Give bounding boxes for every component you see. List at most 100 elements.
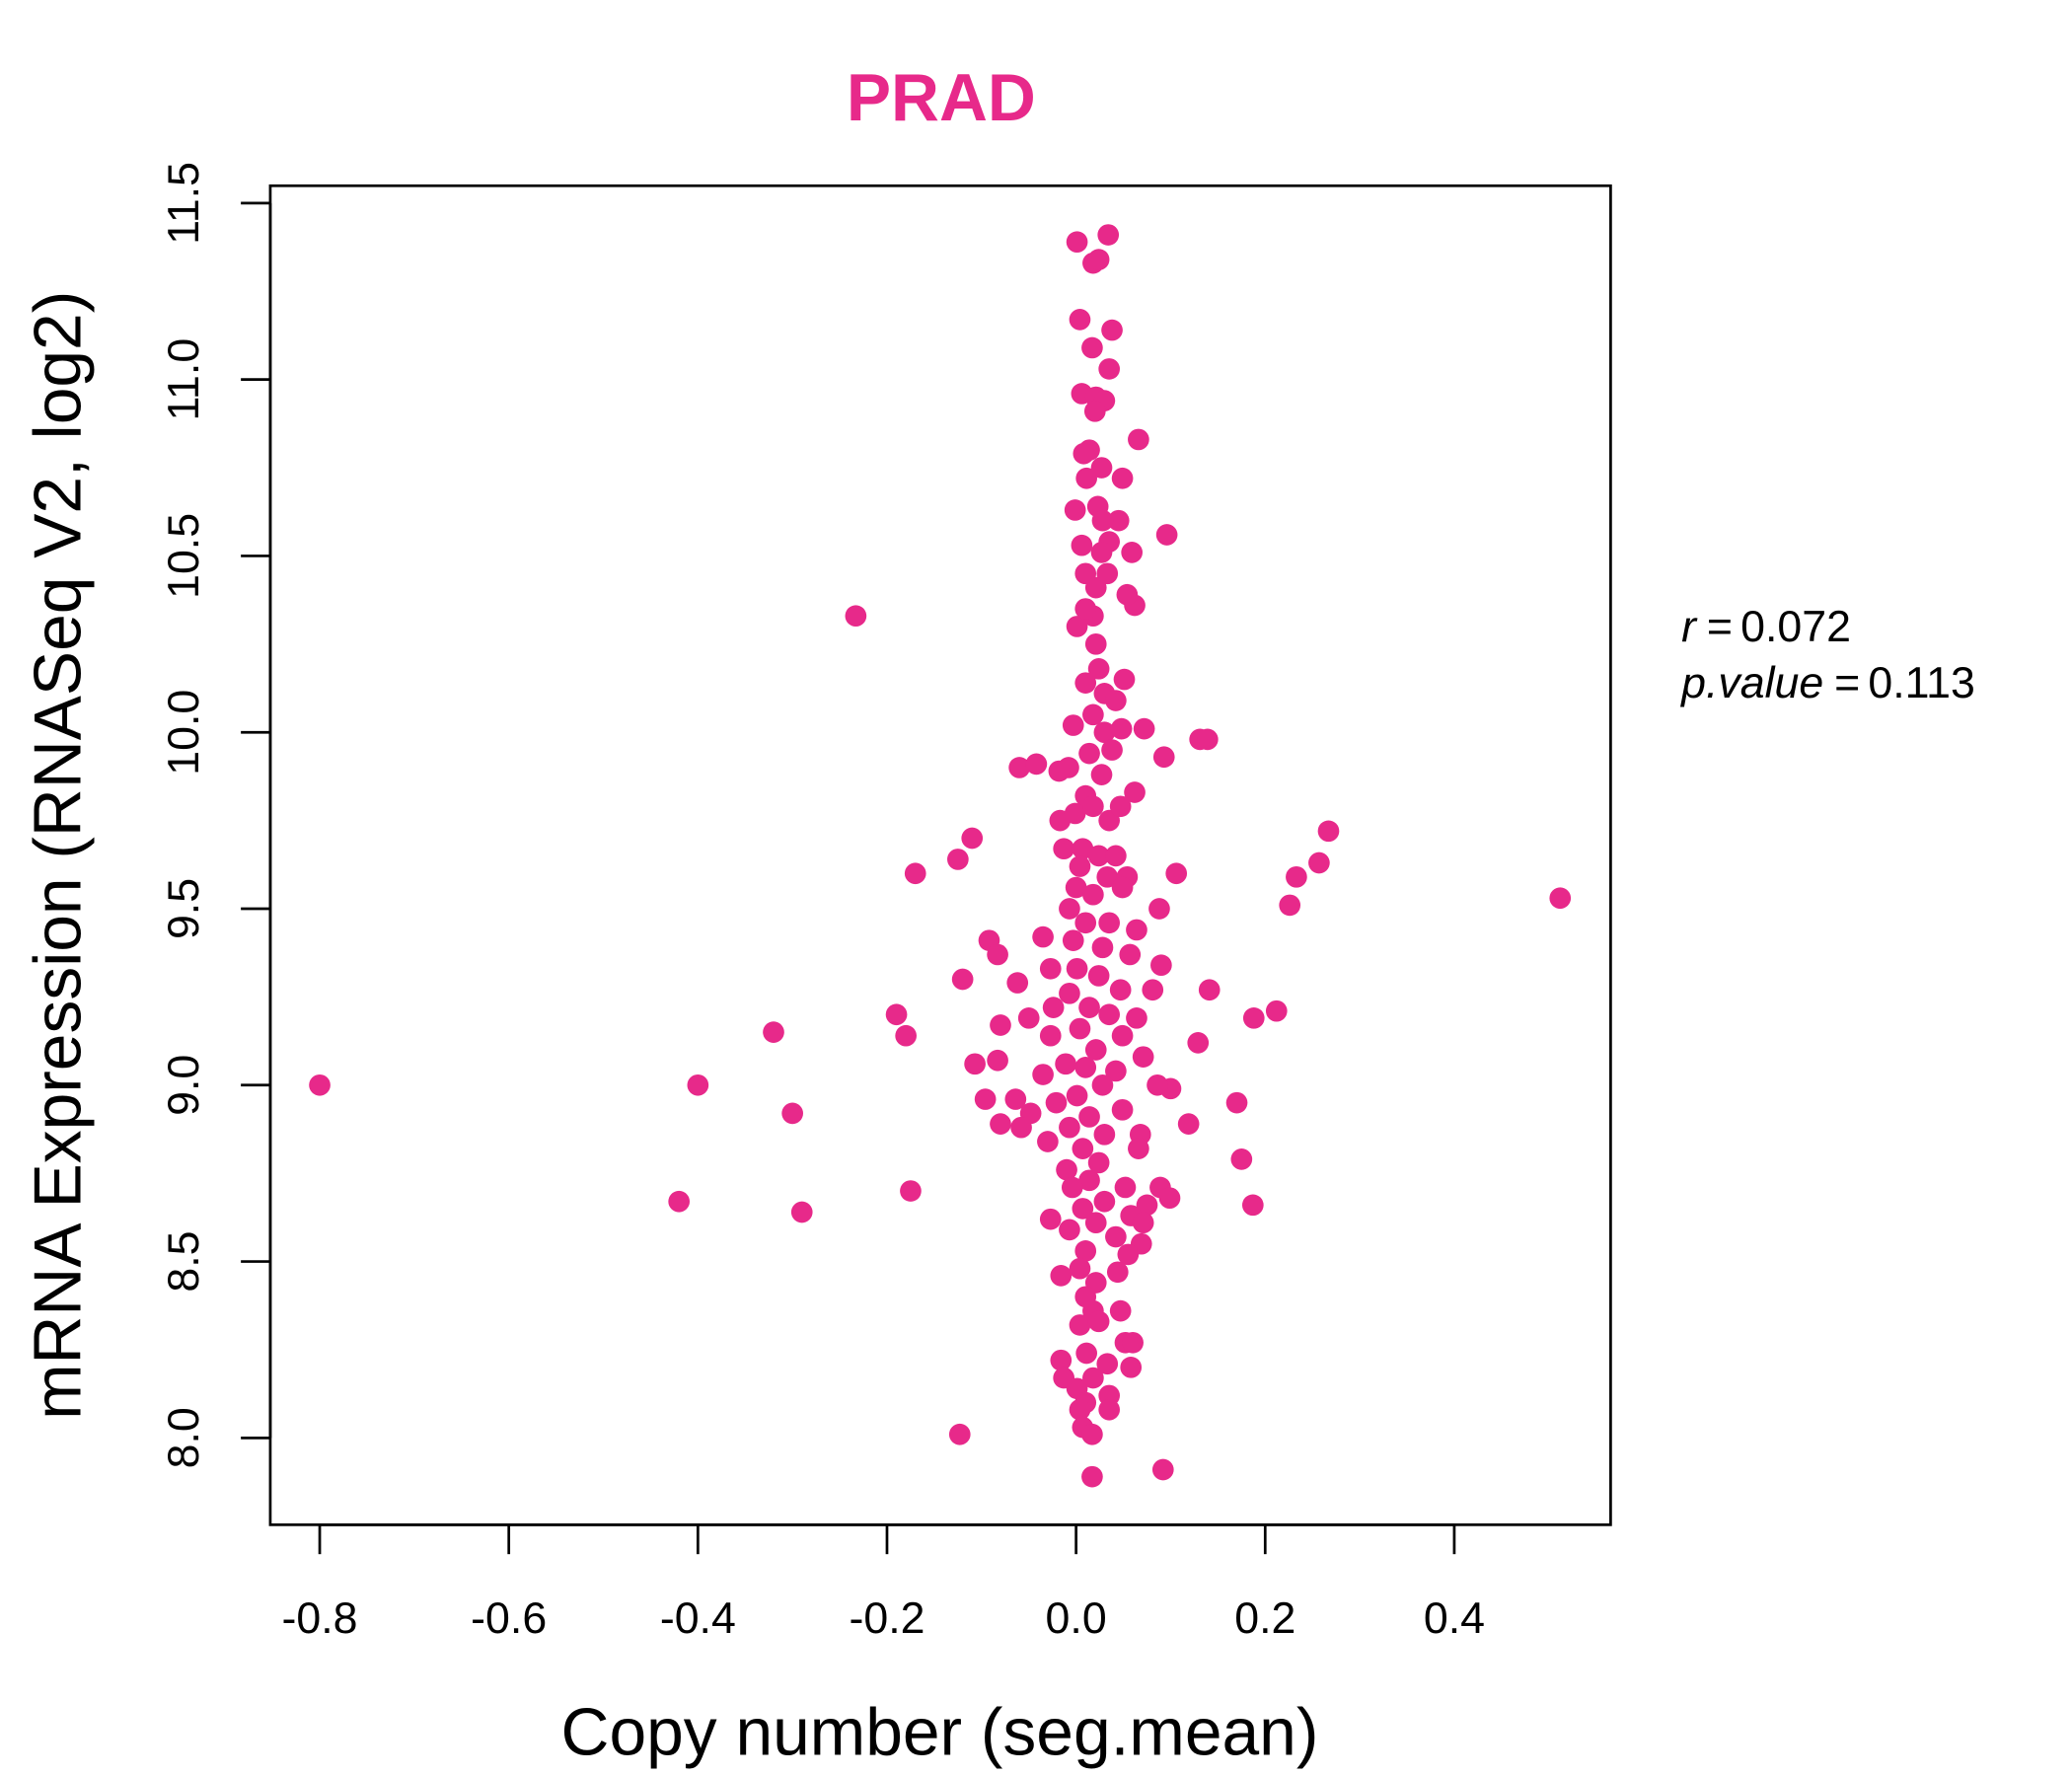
r-value: 0.072 xyxy=(1740,603,1851,651)
data-point xyxy=(1081,1465,1103,1488)
data-point xyxy=(1084,632,1107,655)
data-point xyxy=(1066,957,1088,980)
data-point xyxy=(1065,876,1087,899)
data-point xyxy=(1062,714,1084,736)
y-tick-label: 11.5 xyxy=(160,162,208,245)
p-value: 0.113 xyxy=(1868,659,1975,707)
data-point xyxy=(1132,1046,1154,1069)
data-point xyxy=(1198,979,1221,1001)
data-point xyxy=(1084,576,1107,599)
data-point xyxy=(1242,1007,1265,1029)
data-point xyxy=(904,862,926,885)
data-point xyxy=(1101,319,1123,341)
data-point xyxy=(1093,721,1116,744)
data-point xyxy=(1045,1091,1068,1114)
data-point xyxy=(1091,509,1114,532)
data-point xyxy=(1096,1353,1119,1375)
data-point xyxy=(1025,753,1048,776)
data-point xyxy=(1087,249,1110,270)
data-point xyxy=(1111,1024,1134,1047)
data-point xyxy=(1074,1057,1097,1078)
data-point xyxy=(1066,616,1088,637)
p-label: p.value xyxy=(1679,659,1823,707)
data-point xyxy=(1084,1212,1107,1234)
data-point xyxy=(1087,1310,1110,1333)
data-point xyxy=(1177,1113,1200,1135)
y-axis: 8.0 8.5 9.0 9.5 10.0 10.5 11.0 11.5 xyxy=(160,162,272,1468)
data-point xyxy=(1549,887,1572,910)
data-point xyxy=(1008,757,1030,778)
data-point xyxy=(1230,1148,1253,1170)
data-point xyxy=(1069,855,1091,877)
x-tick-label: -0.4 xyxy=(660,1594,736,1643)
data-point xyxy=(1074,912,1097,934)
data-point xyxy=(1062,929,1084,952)
data-point xyxy=(1151,1458,1174,1481)
data-point xyxy=(1055,1053,1076,1075)
data-point xyxy=(987,1049,1008,1072)
data-point xyxy=(1006,972,1029,994)
data-point xyxy=(1128,428,1149,451)
data-point xyxy=(1084,1039,1107,1061)
data-point xyxy=(1093,1123,1116,1146)
x-tick-label: 0.0 xyxy=(1046,1594,1107,1643)
chart-title: PRAD xyxy=(847,61,1036,135)
data-point xyxy=(1279,894,1301,917)
data-point xyxy=(1132,1212,1154,1234)
x-tick-label: -0.8 xyxy=(282,1594,358,1643)
data-point xyxy=(1050,1349,1073,1371)
data-point xyxy=(1133,717,1155,740)
data-point xyxy=(1110,717,1133,740)
data-point xyxy=(1091,1073,1114,1096)
data-point xyxy=(1078,997,1100,1018)
data-point xyxy=(1010,1116,1032,1139)
y-tick-label: 8.5 xyxy=(160,1230,208,1292)
data-point xyxy=(1148,898,1170,920)
data-point xyxy=(1187,1032,1210,1054)
data-point xyxy=(1093,1190,1116,1213)
data-point xyxy=(1059,898,1080,920)
data-point xyxy=(1150,954,1172,977)
data-point xyxy=(900,1180,922,1202)
data-point xyxy=(1124,781,1146,803)
data-point xyxy=(1101,739,1123,761)
data-point xyxy=(1081,336,1103,359)
data-point xyxy=(951,968,974,991)
data-point xyxy=(1078,742,1100,765)
data-point xyxy=(1107,509,1130,532)
data-point xyxy=(1126,919,1147,941)
data-point xyxy=(790,1201,813,1223)
data-point xyxy=(1308,851,1330,874)
data-point xyxy=(1073,442,1095,465)
data-point xyxy=(1039,957,1062,980)
data-point xyxy=(1004,1088,1027,1110)
data-point xyxy=(1069,1398,1091,1421)
data-point xyxy=(1122,1331,1144,1354)
data-point xyxy=(1072,838,1094,860)
r-annotation: r = 0.072 xyxy=(1681,603,1851,651)
p-annotation: p.value = 0.113 xyxy=(1679,659,1975,707)
data-point xyxy=(1147,1073,1168,1096)
data-point xyxy=(1078,1106,1100,1128)
data-point xyxy=(948,1423,971,1445)
data-point xyxy=(1064,499,1086,521)
y-tick-label: 8.0 xyxy=(160,1407,208,1468)
data-point xyxy=(1072,1138,1094,1159)
data-point xyxy=(1069,1017,1091,1040)
data-point xyxy=(1074,672,1097,694)
data-point xyxy=(1113,668,1136,691)
x-tick-label: -0.2 xyxy=(849,1594,925,1643)
data-point xyxy=(1105,1060,1127,1082)
x-axis-label: Copy number (seg.mean) xyxy=(561,1695,1319,1769)
data-point xyxy=(1119,943,1142,966)
data-point xyxy=(1053,838,1075,860)
data-point xyxy=(1032,1064,1054,1085)
data-point xyxy=(1317,820,1340,843)
data-point xyxy=(1098,1398,1121,1421)
data-point xyxy=(1059,1116,1080,1139)
data-point xyxy=(1087,965,1110,987)
data-point xyxy=(1121,542,1144,563)
data-point xyxy=(1048,760,1071,782)
